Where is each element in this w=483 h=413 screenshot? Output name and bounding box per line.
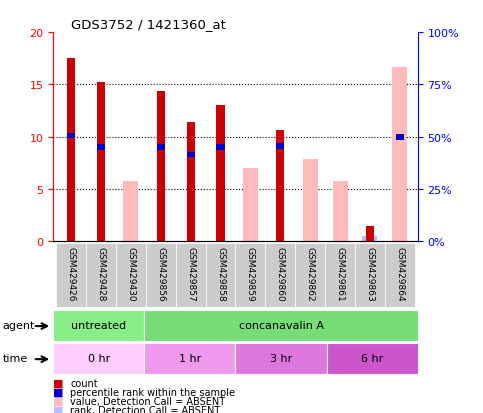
Bar	[67, 59, 75, 242]
Bar	[146, 244, 176, 308]
Text: ■: ■	[53, 396, 64, 406]
Bar	[144, 310, 418, 341]
Bar	[216, 145, 225, 151]
Bar	[236, 343, 327, 374]
Bar	[276, 144, 284, 150]
Bar	[186, 123, 195, 242]
Text: GSM429863: GSM429863	[366, 247, 374, 301]
Bar	[116, 244, 146, 308]
Bar	[392, 67, 407, 242]
Bar	[156, 145, 165, 151]
Bar	[56, 244, 86, 308]
Text: 1 hr: 1 hr	[179, 353, 201, 363]
Bar	[295, 244, 325, 308]
Text: 6 hr: 6 hr	[361, 353, 384, 363]
Bar	[243, 169, 258, 242]
Bar	[355, 244, 385, 308]
Bar	[236, 244, 265, 308]
Text: time: time	[2, 354, 28, 363]
Bar	[86, 244, 116, 308]
Bar	[123, 181, 138, 242]
Text: count: count	[70, 378, 98, 388]
Bar	[53, 343, 144, 374]
Bar	[53, 310, 144, 341]
Bar	[333, 181, 348, 242]
Bar	[186, 152, 195, 158]
Bar	[176, 244, 206, 308]
Text: GSM429862: GSM429862	[306, 247, 315, 301]
Text: ■: ■	[53, 378, 64, 388]
Text: ■: ■	[53, 387, 64, 397]
Bar	[216, 106, 225, 242]
Text: 3 hr: 3 hr	[270, 353, 292, 363]
Text: percentile rank within the sample: percentile rank within the sample	[70, 387, 235, 397]
Text: GSM429864: GSM429864	[396, 247, 404, 301]
Bar	[67, 133, 75, 139]
Text: rank, Detection Call = ABSENT: rank, Detection Call = ABSENT	[70, 405, 220, 413]
Bar	[303, 159, 318, 242]
Text: GDS3752 / 1421360_at: GDS3752 / 1421360_at	[71, 17, 226, 31]
Bar	[327, 343, 418, 374]
Text: GSM429859: GSM429859	[246, 247, 255, 301]
Bar	[206, 244, 236, 308]
Text: agent: agent	[2, 320, 35, 330]
Bar	[366, 226, 374, 242]
Bar	[276, 131, 284, 242]
Text: GSM429860: GSM429860	[276, 247, 285, 301]
Text: 0 hr: 0 hr	[87, 353, 110, 363]
Bar	[144, 343, 236, 374]
Text: GSM429857: GSM429857	[186, 247, 195, 301]
Text: GSM429856: GSM429856	[156, 247, 165, 301]
Bar	[97, 83, 105, 242]
Text: untreated: untreated	[71, 320, 126, 330]
Text: concanavalin A: concanavalin A	[239, 320, 324, 330]
Text: GSM429428: GSM429428	[97, 247, 105, 301]
Bar	[156, 91, 165, 242]
Text: value, Detection Call = ABSENT: value, Detection Call = ABSENT	[70, 396, 225, 406]
Bar	[396, 135, 404, 140]
Bar	[363, 237, 377, 242]
Text: GSM429861: GSM429861	[336, 247, 344, 301]
Text: GSM429430: GSM429430	[127, 247, 135, 301]
Text: ■: ■	[53, 405, 64, 413]
Bar	[325, 244, 355, 308]
Bar	[385, 244, 415, 308]
Text: GSM429858: GSM429858	[216, 247, 225, 301]
Bar	[97, 145, 105, 151]
Text: GSM429426: GSM429426	[67, 247, 75, 301]
Bar	[265, 244, 295, 308]
